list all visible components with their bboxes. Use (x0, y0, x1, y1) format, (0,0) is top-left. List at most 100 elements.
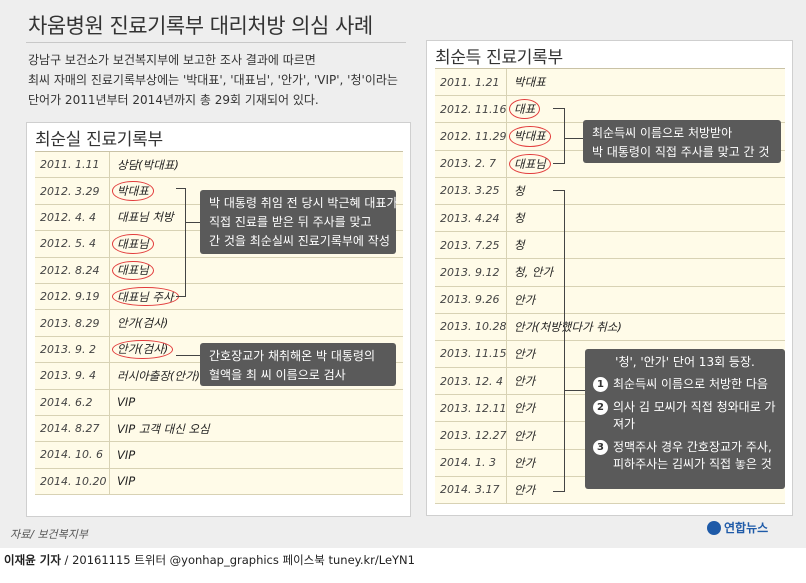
annotation-box: '청', '안가' 단어 13회 등장. 1 최순득씨 이름으로 처방한 다음 … (585, 349, 785, 489)
record-row: 2013. 2. 7 대표님 (435, 150, 785, 178)
intro-line: 강남구 보건소가 보건복지부에 보고한 조사 결과에 따르면 (28, 53, 316, 67)
annotation-line: 간호장교가 채취해온 박 대통령의 (209, 349, 376, 363)
record-row: 2013. 3.25 청 (435, 177, 785, 205)
record-date: 2014. 6.2 (40, 389, 110, 415)
annotation-box: 간호장교가 채취해온 박 대통령의 혈액을 최 씨 이름으로 검사 (200, 343, 396, 386)
record-date: 2012. 11.16 (440, 96, 507, 123)
record-entry: 박대표 (514, 75, 546, 90)
number-badge: 1 (593, 377, 608, 392)
record-entry: 안가 (514, 455, 536, 470)
annotation-line: 박 대통령이 직접 주사를 맞고 간 것 (592, 145, 770, 159)
infographic: 차움병원 진료기록부 대리처방 의심 사례 강남구 보건소가 보건복지부에 보고… (0, 0, 806, 548)
record-entry-circled: 대표 (508, 96, 541, 122)
record-date: 2013. 12. 4 (440, 368, 507, 395)
bracket-connector (553, 190, 565, 492)
annotation-item: 1 최순득씨 이름으로 처방한 다음 (593, 376, 777, 393)
record-entry: VIP (117, 474, 136, 489)
record-date: 2012. 9.19 (40, 283, 110, 310)
record-entry: 상담(박대표) (117, 157, 179, 172)
bracket-connector (565, 390, 585, 391)
main-title: 차움병원 진료기록부 대리처방 의심 사례 (28, 14, 373, 38)
record-entry: 안가(검사) (117, 316, 169, 331)
record-entry: 안가 (514, 292, 536, 307)
record-row: 2013. 9. 4 러시아출장(안가) (35, 363, 403, 390)
record-date: 2011. 1.21 (440, 69, 507, 96)
number-badge: 2 (593, 400, 608, 415)
record-entry: 안가 (514, 401, 536, 416)
record-row: 2012. 9.19 대표님 주사 (35, 283, 403, 311)
record-row: 2013. 4.24 청 (435, 204, 785, 233)
annotation-line: 직접 진료를 받은 뒤 주사를 맞고 (209, 215, 372, 229)
record-row: 2013. 10.28 안가(처방했다가 취소) (435, 313, 785, 341)
record-entry: 청, 안가 (514, 265, 554, 280)
record-row: 2014. 10.20 VIP (35, 468, 403, 496)
record-row: 2013. 8.29 안가(검사) (35, 310, 403, 337)
record-date: 2014. 8.27 (40, 415, 110, 442)
record-entry: 안가 (514, 374, 536, 389)
record-entry: 안가 (514, 346, 536, 361)
record-row: 2013. 9.12 청, 안가 (435, 259, 785, 287)
annotation-item-text: 정맥주사 경우 간호장교가 주사, 피하주사는 김씨가 직접 놓은 것 (613, 440, 772, 471)
record-date: 2013. 9.26 (440, 286, 507, 313)
record-entry: VIP (117, 447, 136, 462)
record-date: 2012. 11.29 (440, 123, 507, 150)
record-entry: VIP 고객 대신 오심 (117, 421, 210, 436)
record-entry: 청 (514, 183, 525, 198)
record-row: 2013. 9.26 안가 (435, 286, 785, 314)
record-date: 2012. 3.29 (40, 178, 110, 204)
record-entry-circled: 대표님 (112, 231, 154, 256)
connector-line (176, 355, 200, 356)
record-row: 2014. 6.2 VIP (35, 389, 403, 416)
record-row: 2012. 8.24 대표님 (35, 257, 403, 284)
record-entry-circled: 대표님 (112, 258, 154, 283)
record-row: 2011. 1.11 상담(박대표) (35, 152, 403, 179)
record-date: 2011. 1.11 (40, 152, 110, 178)
logo-text: 연합뉴스 (724, 521, 769, 535)
annotation-item: 3 정맥주사 경우 간호장교가 주사, 피하주사는 김씨가 직접 놓은 것 (593, 439, 777, 473)
annotation-box: 최순득씨 이름으로 처방받아 박 대통령이 직접 주사를 맞고 간 것 (583, 120, 781, 163)
record-date: 2014. 3.17 (440, 476, 507, 503)
record-entry-circled: 안가(검사) (111, 337, 174, 362)
record-date: 2014. 10.20 (40, 468, 110, 495)
title-divider (26, 42, 406, 43)
record-date: 2014. 1. 3 (440, 449, 507, 476)
number-badge: 3 (593, 440, 608, 455)
record-date: 2013. 9.12 (440, 259, 507, 286)
intro-text: 강남구 보건소가 보건복지부에 보고한 조사 결과에 따르면 최씨 자매의 진료… (28, 50, 428, 110)
source-note: 자료/ 보건복지부 (10, 528, 89, 541)
annotation-item: 2 의사 김 모씨가 직접 청와대로 가져가 (593, 399, 777, 433)
credit-line: 이재윤 기자 / 20161115 트위터 @yonhap_graphics 페… (4, 552, 415, 568)
record-row: 2014. 10. 6 VIP (35, 442, 403, 469)
record-row: 2012. 5. 4 대표님 (35, 231, 403, 258)
annotation-line: 최순득씨 이름으로 처방받아 (592, 126, 733, 140)
annotation-item-text: 최순득씨 이름으로 처방한 다음 (613, 377, 768, 391)
left-record-panel: 최순실 진료기록부 2011. 1.11 상담(박대표) 2012. 3.29 박대표… (26, 122, 411, 517)
record-row: 2014. 8.27 VIP 고객 대신 오심 (35, 415, 403, 443)
record-entry: 안가 (514, 428, 536, 443)
record-date: 2013. 12.11 (440, 395, 507, 422)
right-panel-title: 최순득 진료기록부 (435, 48, 563, 68)
record-date: 2012. 5. 4 (40, 231, 110, 257)
annotation-line: 간 것을 최순실씨 진료기록부에 작성 (209, 234, 390, 248)
record-date: 2013. 9. 2 (40, 336, 110, 363)
record-entry-circled: 박대표 (112, 178, 154, 203)
annotation-item-text: 의사 김 모씨가 직접 청와대로 가져가 (613, 400, 776, 431)
record-entry: VIP (117, 395, 136, 410)
record-row: 2013. 7.25 청 (435, 232, 785, 260)
record-date: 2014. 10. 6 (40, 442, 110, 468)
record-entry: 청 (514, 238, 525, 253)
record-date: 2012. 8.24 (40, 257, 110, 283)
record-date: 2013. 2. 7 (440, 150, 507, 177)
record-entry-circled: 대표님 주사 (112, 284, 179, 309)
left-panel-title: 최순실 진료기록부 (35, 130, 163, 150)
bracket-connector (186, 222, 200, 223)
record-date: 2013. 11.15 (440, 340, 507, 368)
record-date: 2013. 12.27 (440, 422, 507, 449)
record-date: 2012. 4. 4 (40, 204, 110, 231)
annotation-heading: '청', '안가' 단어 13회 등장. (615, 355, 755, 369)
record-entry: 안가 (514, 482, 536, 497)
bracket-connector (565, 138, 583, 139)
bracket-connector (553, 108, 565, 164)
credit-rest: / 20161115 트위터 @yonhap_graphics 페이스북 tun… (60, 553, 415, 567)
record-date: 2013. 7.25 (440, 232, 507, 259)
